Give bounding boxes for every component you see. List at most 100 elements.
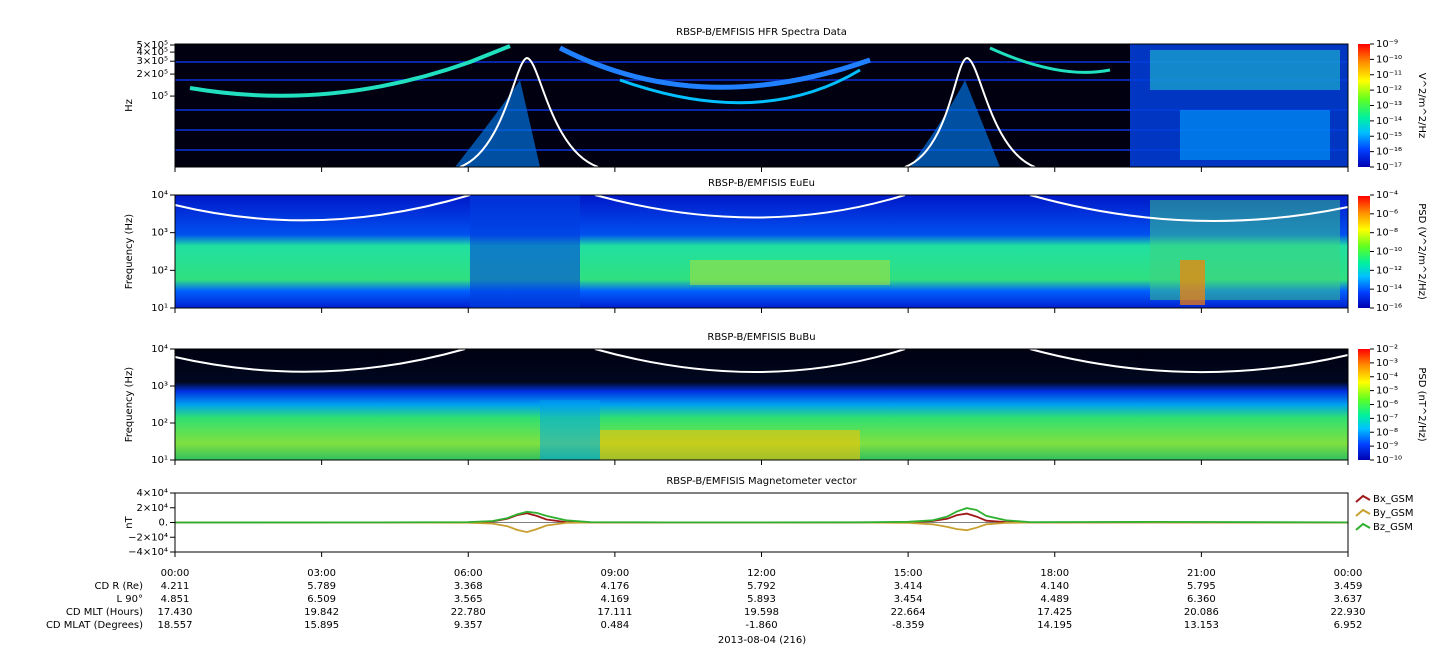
colorbar-tick-label: 10⁻¹⁰ [1376, 54, 1402, 65]
hfr-image [175, 44, 1348, 168]
colorbar-tick-label: 10⁻⁸ [1376, 228, 1398, 239]
colorbar-tick-label: 10⁻¹³ [1376, 101, 1402, 112]
ephemeris-value: 3.454 [894, 594, 923, 605]
ephemeris-value: 4.140 [1040, 581, 1069, 592]
panel-title: RBSP-B/EMFISIS Magnetometer vector [666, 476, 857, 487]
y-tick-label: 4×10⁵ [137, 47, 168, 58]
y-tick-label: 2×10⁴ [137, 503, 168, 514]
data-line [175, 521, 1349, 534]
ephemeris-value: 19.598 [744, 607, 779, 618]
colorbar-label: V^2/m^2/Hz [1416, 73, 1427, 139]
colorbar-tick-label: 10⁻¹⁵ [1376, 131, 1402, 142]
panel-title: RBSP-B/EMFISIS BuBu [707, 332, 815, 343]
colorbar-tick-label: 10⁻¹⁶ [1376, 303, 1402, 314]
y-tick-label: 10² [151, 265, 168, 276]
panel-frame [174, 194, 1349, 309]
colorbar-tick-label: 10⁻⁶ [1376, 400, 1398, 411]
ephemeris-value: 3.414 [894, 581, 923, 592]
colorbar [1358, 196, 1370, 308]
ephemeris-value: 5.792 [747, 581, 776, 592]
x-tick-label: 00:00 [1334, 568, 1363, 579]
data-line [174, 507, 1349, 524]
ephemeris-value: -1.860 [745, 620, 777, 631]
colorbar-tick-label: 10⁻⁵ [1376, 386, 1398, 397]
ephemeris-value: 17.111 [597, 607, 632, 618]
ephemeris-value: 6.952 [1334, 620, 1363, 631]
ephemeris-value: 17.430 [158, 607, 193, 618]
y-axis-label: Frequency (Hz) [124, 367, 135, 443]
panel-frame [174, 492, 1349, 553]
ephemeris-value: 5.795 [1187, 581, 1216, 592]
x-tick-label: 03:00 [307, 568, 336, 579]
ephemeris-value: 4.489 [1040, 594, 1069, 605]
y-tick-label: 10⁴ [151, 190, 168, 201]
ephemeris-value: 22.780 [451, 607, 486, 618]
colorbar-tick-label: 10⁻¹⁴ [1376, 116, 1402, 127]
colorbar-tick-label: 10⁻⁴ [1376, 372, 1398, 383]
ephemeris-value: 3.637 [1334, 594, 1363, 605]
x-tick-label: 15:00 [894, 568, 923, 579]
ephemeris-label: CD MLAT (Degrees) [46, 620, 143, 631]
colorbar-tick-label: 10⁻⁷ [1376, 413, 1398, 424]
colorbar-tick-label: 10⁻⁴ [1376, 190, 1398, 201]
legend-label: Bz_GSM [1373, 522, 1413, 533]
x-tick-label: 00:00 [161, 568, 190, 579]
ephemeris-value: 3.565 [454, 594, 483, 605]
colorbar-tick-label: 10⁻² [1376, 344, 1398, 355]
y-axis-label: Hz [124, 99, 135, 112]
y-tick-label: 4×10⁴ [137, 488, 168, 499]
panel-frame [174, 348, 1349, 461]
ephemeris-value: 22.930 [1331, 607, 1366, 618]
colorbar-tick-label: 10⁻¹⁶ [1376, 147, 1402, 158]
ephemeris-value: 22.664 [891, 607, 926, 618]
x-tick-label: 18:00 [1040, 568, 1069, 579]
y-tick-label: −2×10⁴ [128, 532, 168, 543]
x-tick-label: 21:00 [1187, 568, 1216, 579]
y-tick-label: 10² [151, 418, 168, 429]
ephemeris-value: 6.509 [307, 594, 336, 605]
ephemeris-value: 17.425 [1037, 607, 1072, 618]
colorbar-tick-label: 10⁻⁹ [1376, 441, 1398, 452]
colorbar-tick-label: 10⁻¹⁰ [1376, 247, 1402, 258]
colorbar-label: PSD (nT^2/Hz) [1416, 367, 1427, 441]
y-tick-label: −4×10⁴ [128, 547, 168, 558]
x-tick-label: 09:00 [600, 568, 629, 579]
x-tick-label: 06:00 [454, 568, 483, 579]
y-tick-label: 5×10⁵ [137, 40, 168, 51]
colorbar-tick-label: 10⁻¹¹ [1376, 70, 1402, 81]
eueu-image [174, 194, 1349, 308]
y-tick-label: 2×10⁵ [137, 69, 168, 80]
ephemeris-value: 20.086 [1184, 607, 1219, 618]
ephemeris-value: 5.789 [307, 581, 336, 592]
legend-label: By_GSM [1373, 508, 1414, 519]
colorbar [1358, 349, 1370, 460]
ephemeris-value: 4.176 [601, 581, 630, 592]
ephemeris-value: 3.459 [1334, 581, 1363, 592]
ephemeris-label: CD MLT (Hours) [66, 607, 143, 618]
colorbar-tick-label: 10⁻¹² [1376, 85, 1402, 96]
colorbar-tick-label: 10⁻¹² [1376, 265, 1402, 276]
colorbar-tick-label: 10⁻⁹ [1376, 39, 1398, 50]
colorbar-tick-label: 10⁻⁶ [1376, 209, 1398, 220]
colorbar-tick-label: 10⁻¹⁰ [1376, 455, 1402, 466]
bubu-image [174, 348, 1349, 460]
ephemeris-value: -8.359 [892, 620, 924, 631]
y-axis-label: nT [124, 515, 135, 528]
colorbar-label: PSD (V^2/m^2/Hz) [1416, 203, 1427, 300]
ephemeris-value: 4.169 [601, 594, 630, 605]
colorbar-tick-label: 10⁻³ [1376, 358, 1398, 369]
y-axis-label: Frequency (Hz) [124, 214, 135, 290]
colorbar-tick-label: 10⁻¹⁴ [1376, 284, 1402, 295]
date-label: 2013-08-04 (216) [718, 635, 806, 646]
ephemeris-value: 19.842 [304, 607, 339, 618]
y-tick-label: 3×10⁵ [137, 56, 168, 67]
y-tick-label: 10¹ [151, 455, 168, 466]
ephemeris-value: 4.211 [161, 581, 190, 592]
legend-swatch [1355, 494, 1371, 503]
ephemeris-value: 9.357 [454, 620, 483, 631]
ephemeris-label: CD R (Re) [95, 581, 144, 592]
ephemeris-value: 3.368 [454, 581, 483, 592]
colorbar-tick-label: 10⁻⁸ [1376, 427, 1398, 438]
ephemeris-label: L 90° [117, 594, 143, 605]
